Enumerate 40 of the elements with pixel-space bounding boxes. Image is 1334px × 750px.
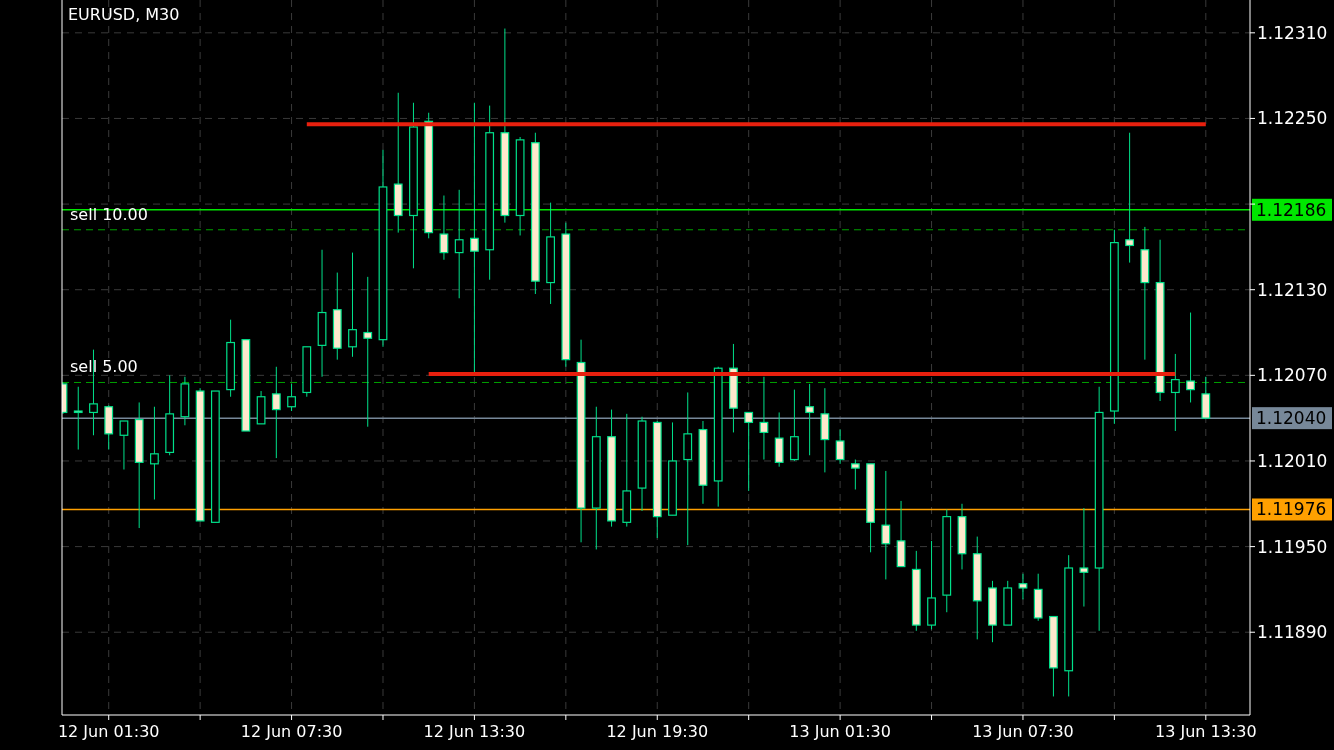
candlestick (1018, 573, 1028, 600)
x-tick-label: 13 Jun 07:30 (972, 722, 1074, 741)
ref-line-label: 1.12186 (1256, 199, 1327, 220)
y-tick-label: 1.12070 (1257, 365, 1328, 386)
x-tick-label: 12 Jun 19:30 (606, 722, 709, 741)
x-tick-label: 13 Jun 13:30 (1154, 722, 1257, 741)
candlestick (119, 420, 129, 471)
candlestick (744, 411, 754, 492)
y-tick-label: 1.12010 (1257, 450, 1328, 471)
y-tick-label: 1.11890 (1257, 622, 1328, 643)
candlestick (789, 389, 799, 462)
x-tick-label: 12 Jun 13:30 (423, 722, 526, 741)
candlestick (73, 386, 83, 451)
candlestick (1125, 132, 1135, 264)
candlestick (1079, 507, 1089, 608)
chart-title: EURUSD, M30 (68, 5, 180, 24)
x-tick-label: 12 Jun 01:30 (57, 722, 160, 741)
candlestick (1170, 353, 1180, 432)
ref-line-label: 1.11976 (1256, 499, 1327, 520)
y-tick-label: 1.11950 (1257, 536, 1328, 557)
candlestick (835, 429, 845, 465)
candlestick (287, 383, 296, 412)
candlestick (348, 252, 357, 358)
y-tick-label: 1.12310 (1257, 22, 1328, 43)
candlestick (150, 406, 159, 500)
candlestick (363, 276, 373, 428)
candlestick (439, 195, 449, 261)
candlestick (454, 189, 464, 299)
x-tick-label: 12 Jun 07:30 (240, 722, 343, 741)
ref-line-label: sell 10.00 (70, 204, 148, 224)
candlestick (1186, 312, 1195, 403)
candlestick (759, 376, 769, 461)
candlestick (805, 383, 815, 456)
y-tick-label: 1.12250 (1257, 108, 1328, 129)
x-tick-label: 13 Jun 01:30 (789, 722, 891, 741)
candlestick (850, 459, 860, 491)
candlestick (271, 366, 281, 459)
y-tick-label: 1.12130 (1257, 279, 1328, 300)
candlestick (881, 470, 891, 580)
ref-line-label: 1.12040 (1256, 408, 1327, 429)
